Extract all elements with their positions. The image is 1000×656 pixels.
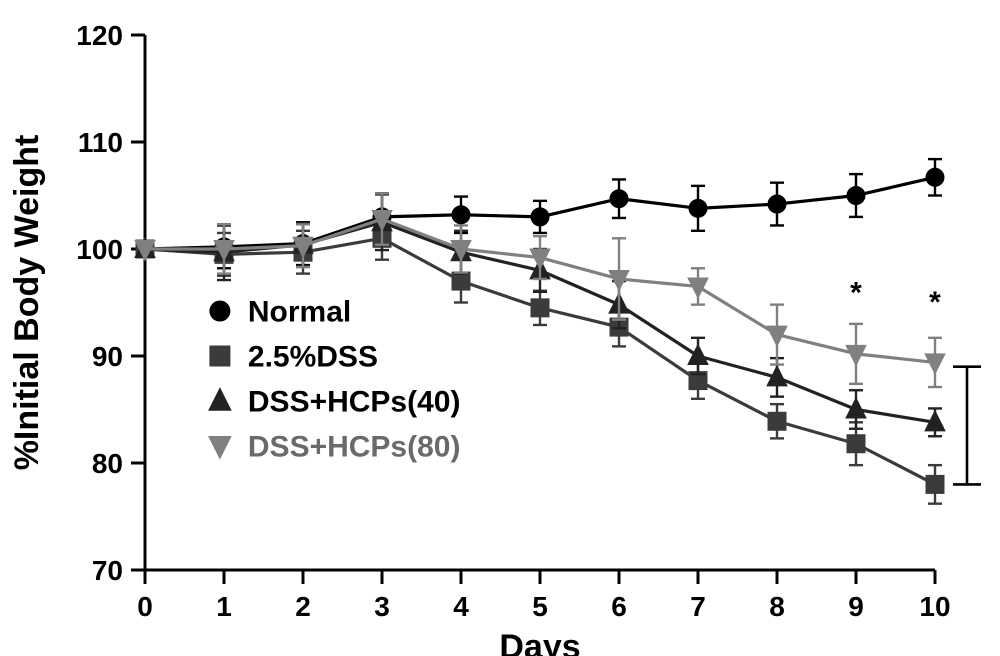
y-tick-label: 80	[92, 448, 123, 479]
x-tick-label: 3	[374, 591, 390, 622]
y-axis-label: %Initial Body Weight	[8, 135, 46, 471]
data-marker	[847, 187, 865, 205]
y-tick-label: 90	[92, 341, 123, 372]
significance-asterisk: *	[929, 286, 941, 319]
x-tick-label: 6	[611, 591, 627, 622]
data-marker	[689, 199, 707, 217]
legend-label: DSS+HCPs(80)	[248, 430, 461, 463]
significance-asterisk: *	[850, 277, 862, 310]
x-tick-label: 0	[137, 591, 153, 622]
y-tick-label: 110	[78, 127, 123, 158]
data-marker	[531, 299, 549, 317]
data-marker	[768, 195, 786, 213]
x-tick-label: 9	[848, 591, 864, 622]
x-tick-label: 5	[532, 591, 548, 622]
chart-svg: 0 1 2 3 4 5 6 7 8 9 10 70 80 90 100 110 120 Days %Initial …	[0, 0, 1000, 656]
chart-background	[0, 0, 1000, 656]
line-chart: 0 1 2 3 4 5 6 7 8 9 10 70 80 90 100 110 120 Days %Initial …	[0, 0, 1000, 656]
data-marker	[768, 412, 786, 430]
y-tick-label: 120	[76, 20, 123, 51]
data-marker	[610, 190, 628, 208]
y-tick-label: 70	[92, 555, 123, 586]
legend-label: DSS+HCPs(40)	[248, 385, 461, 418]
data-marker	[452, 206, 470, 224]
data-marker	[847, 435, 865, 453]
x-tick-label: 4	[453, 591, 469, 622]
data-marker	[926, 168, 944, 186]
x-tick-label: 10	[919, 591, 950, 622]
y-tick-label: 100	[76, 234, 123, 265]
data-marker	[531, 208, 549, 226]
x-tick-label: 8	[769, 591, 785, 622]
x-tick-label: 2	[295, 591, 311, 622]
x-tick-label: 1	[216, 591, 232, 622]
data-marker	[210, 301, 230, 321]
data-marker	[926, 475, 944, 493]
data-marker	[210, 346, 230, 366]
legend-label: Normal	[248, 296, 351, 329]
legend-label: 2.5%DSS	[248, 341, 378, 374]
x-axis-label: Days	[499, 628, 580, 656]
x-tick-label: 7	[690, 591, 706, 622]
